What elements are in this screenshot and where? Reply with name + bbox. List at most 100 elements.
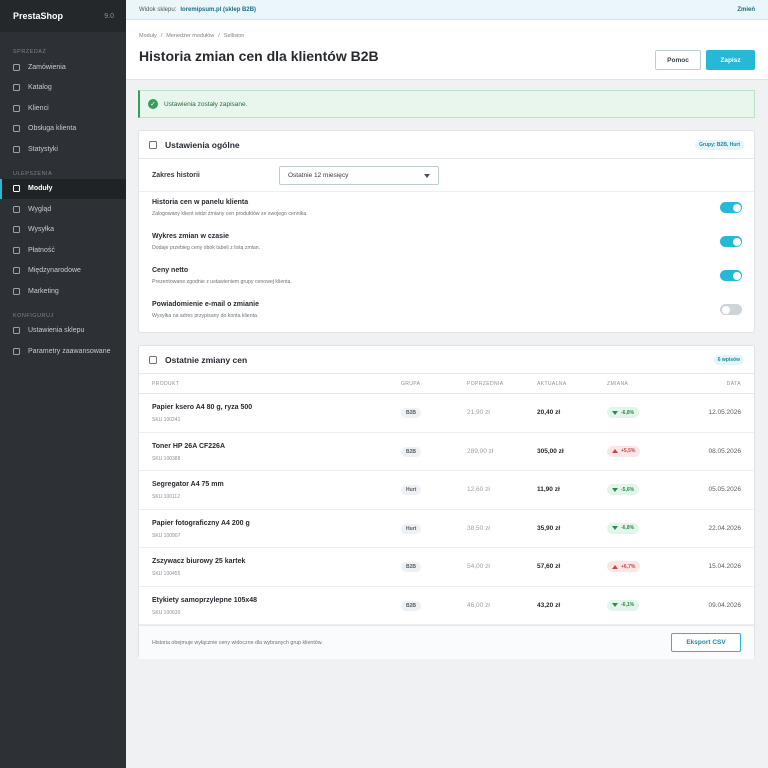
breadcrumb-modules[interactable]: Moduły [139,33,157,39]
product-name[interactable]: Toner HP 26A CF226A [152,442,226,450]
sidebar-item-label: Marketing [28,287,59,295]
list-card-icon [149,355,157,364]
export-csv-button[interactable]: Eksport CSV [671,633,741,652]
change-date: 15.04.2026 [708,563,741,570]
menu-square-icon [13,125,20,133]
sidebar-item-label: Płatność [28,246,55,254]
previous-price: 289,00 zł [467,447,494,455]
table-header: PRODUKT GRUPA POPRZEDNIA AKTUALNA ZMIANA… [139,374,754,394]
sidebar-item-label: Moduły [28,185,53,193]
arrow-down-icon [612,487,618,492]
table-row[interactable]: Papier ksero A4 80 g, ryza 500 SKU 100241… [139,394,754,433]
general-settings-title: Ustawienia ogólne [165,139,240,150]
product-name[interactable]: Papier ksero A4 80 g, ryza 500 [152,404,253,411]
sidebar-item[interactable]: Zamówienia [0,57,126,78]
brand-logo[interactable]: PrestaShop [13,11,64,21]
sidebar-item-label: Międzynarodowe [28,267,81,275]
arrow-down-icon [612,526,618,530]
product-name[interactable]: Etykiety samoprzylepne 105x48 [152,596,258,604]
breadcrumb-separator: / [218,33,220,39]
group-badge: Hurt [401,523,422,534]
menu-square-icon [13,63,20,71]
sidebar-item[interactable]: Wysyłka [0,220,126,241]
sidebar-item[interactable]: Obsługa klienta [0,119,126,140]
toggle-switch[interactable] [720,202,742,213]
page-title: Historia zmian cen dla klientów B2B [139,48,379,64]
product-sku: SKU 100630 [152,609,181,616]
toggle-switch[interactable] [720,304,742,315]
change-value: -6,8% [621,525,635,531]
arrow-up-icon [612,449,618,453]
sidebar-item[interactable]: Ustawienia sklepu [0,321,126,342]
sidebar-section-label: SPRZEDAŻ [13,49,47,55]
table-row[interactable]: Toner HP 26A CF226A SKU 100388 B2B 289,00 z… [139,433,754,471]
sidebar-item[interactable]: Międzynarodowe [0,261,126,282]
breadcrumb-module-manager[interactable]: Menedżer modułów [166,33,215,39]
card-footer: Historia obejmuje wyłącznie ceny widoczn… [139,625,754,659]
column-header-current[interactable]: AKTUALNA [537,381,567,387]
save-button[interactable]: Zapisz [706,50,755,70]
current-price: 43,20 zł [537,601,561,609]
arrow-up-icon [612,564,618,569]
sidebar-item[interactable]: Statystyki [0,139,126,160]
toggle-knob [732,203,741,212]
column-header-date[interactable]: DATA [726,381,741,387]
menu-square-icon [13,145,20,153]
sidebar-item-label: Parametry zaawansowane [28,347,111,355]
groups-badge: Grupy: B2B, Hurt [695,139,744,150]
menu-square-icon [13,104,20,112]
toggle-switch[interactable] [720,270,742,281]
menu-square-icon [13,84,20,92]
arrow-down-icon [612,603,618,607]
product-sku: SKU 100388 [152,455,181,462]
product-name[interactable]: Segregator A4 75 mm [152,481,224,488]
sidebar-item[interactable]: Parametry zaawansowane [0,341,126,362]
group-badge: B2B [401,562,422,572]
sidebar-item[interactable]: Wygląd [0,199,126,220]
setting-title: Powiadomienie e-mail o zmianie [152,301,259,308]
history-range-select[interactable]: Ostatnie 12 miesięcy [279,165,439,185]
table-row[interactable]: Segregator A4 75 mm SKU 100112 Hurt 12,60 z… [139,471,754,510]
table-row[interactable]: Zszywacz biurowy 25 kartek SKU 100455 B2B 5… [139,548,754,587]
breadcrumb: Moduły / Menedżer modułów / Sellision [139,33,755,39]
product-name[interactable]: Zszywacz biurowy 25 kartek [152,558,246,565]
menu-square-icon [13,347,20,355]
previous-price: 54,00 zł [467,563,490,570]
sidebar-item-label: Wysyłka [28,226,54,234]
sidebar-item[interactable]: Moduły [0,178,126,199]
change-shop-link[interactable]: Zmień [737,6,755,13]
sidebar-section-label: KONFIGURUJ [13,312,54,319]
table-row[interactable]: Papier fotograficzny A4 200 g SKU 100907 H… [139,510,754,548]
product-sku: SKU 100112 [152,494,180,500]
general-settings-card: Ustawienia ogólne Grupy: B2B, Hurt Zakre… [138,130,755,333]
sidebar-item[interactable]: Marketing [0,281,126,302]
toggle-list: Historia cen w panelu klienta Zalogowany … [139,192,754,328]
sidebar-item[interactable]: Płatność [0,240,126,261]
change-badge: -5,6% [607,484,640,495]
column-header-previous[interactable]: POPRZEDNIA [467,381,504,387]
brand-bar: PrestaShop 9.0 [0,0,126,32]
sidebar-item-label: Katalog [28,84,52,92]
page-header: Moduły / Menedżer modułów / Sellision Hi… [126,20,768,80]
menu-square-icon [13,267,20,275]
column-header-group[interactable]: GRUPA [401,381,421,387]
table-row[interactable]: Etykiety samoprzylepne 105x48 SKU 100630 B… [139,587,754,625]
help-button[interactable]: Pomoc [655,50,701,70]
sidebar-item-label: Statystyki [28,145,58,153]
check-circle-icon: ✓ [148,99,158,109]
toggle-knob [721,305,730,314]
toggle-switch[interactable] [720,236,742,247]
setting-toggle-row: Wykres zmian w czasie Dodaje przebieg cen… [139,226,754,260]
setting-title: Ceny netto [152,267,189,274]
menu-square-icon [13,287,20,295]
setting-toggle-row: Ceny netto Prezentowane zgodnie z ustawie… [139,260,754,294]
column-header-change[interactable]: ZMIANA [607,381,629,387]
change-date: 05.05.2026 [708,486,741,493]
product-name[interactable]: Papier fotograficzny A4 200 g [152,519,250,527]
sidebar-item[interactable]: Klienci [0,98,126,119]
sidebar-item[interactable]: Katalog [0,78,126,99]
alert-text: Ustawienia zostały zapisane. [164,100,248,108]
column-header-product[interactable]: PRODUKT [152,381,180,387]
footer-note: Historia obejmuje wyłącznie ceny widoczn… [152,639,323,646]
caret-down-icon [424,173,430,178]
